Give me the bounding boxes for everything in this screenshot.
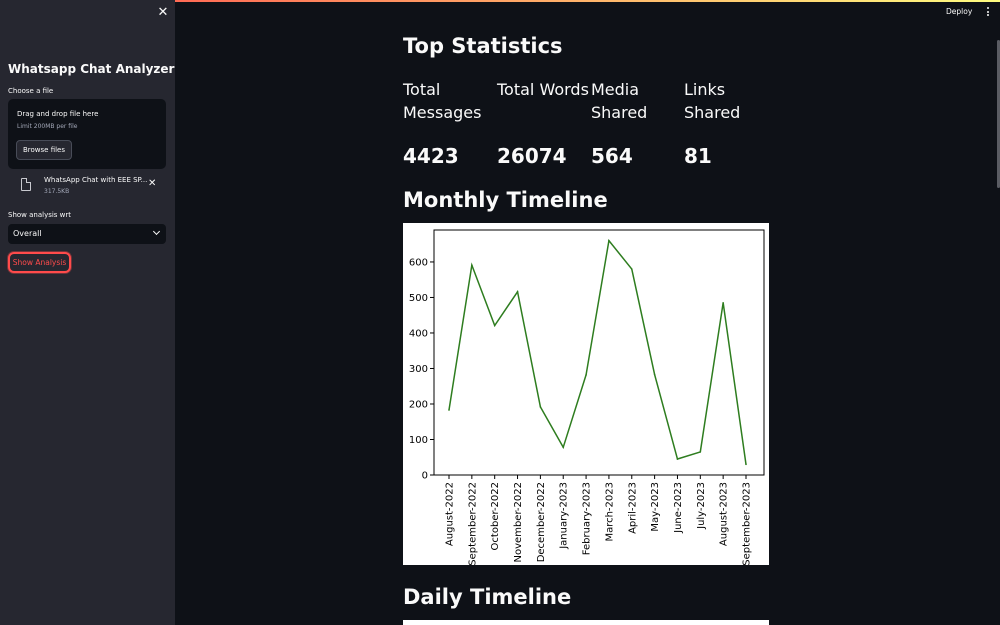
top-statistics-heading: Top Statistics (403, 34, 563, 58)
data-point (608, 239, 610, 242)
y-tick-label: 600 (409, 257, 428, 268)
dropzone-limit: Limit 200MB per file (17, 123, 78, 130)
stat-links-shared: Links Shared 81 (684, 78, 776, 168)
stat-total-messages: Total Messages 4423 (403, 78, 495, 168)
y-tick-label: 100 (409, 435, 428, 446)
monthly-timeline-chart: 0 100 200 300 400 500 600 August-2022 September-… (403, 223, 769, 566)
data-point (539, 406, 542, 408)
analysis-select-label: Show analysis wrt (8, 211, 72, 219)
data-point (516, 290, 519, 293)
stat-media-shared: Media Shared 564 (591, 78, 683, 168)
scrollbar[interactable] (997, 40, 1000, 188)
stat-value: 564 (591, 144, 633, 168)
monthly-timeline-heading: Monthly Timeline (403, 188, 608, 212)
browse-files-button[interactable]: Browse files (16, 140, 72, 160)
x-tick-label: March-2023 (604, 482, 615, 542)
chevron-down-icon (152, 227, 161, 236)
file-icon (21, 178, 31, 191)
data-point (562, 446, 565, 449)
x-tick-label: September-2022 (467, 482, 478, 565)
x-tick-label: April-2023 (627, 482, 638, 534)
x-tick-label: May-2023 (650, 482, 661, 532)
analysis-select[interactable]: Overall (8, 224, 166, 244)
x-tick-label: August-2023 (719, 482, 730, 546)
x-tick-label: November-2022 (513, 482, 524, 562)
top-decoration-bar (0, 0, 1000, 2)
stat-label: Media Shared (591, 80, 648, 122)
x-tick-label: February-2023 (582, 482, 593, 555)
stat-label: Total Words (497, 80, 589, 99)
data-point (448, 409, 450, 411)
data-point (630, 268, 633, 270)
more-vertical-icon[interactable] (984, 6, 992, 18)
stat-value: 4423 (403, 144, 459, 168)
data-point (676, 458, 679, 460)
y-tick-label: 500 (409, 293, 428, 304)
x-tick-label: July-2023 (696, 482, 707, 530)
y-tick-label: 300 (409, 364, 428, 375)
plot-frame (433, 229, 765, 476)
data-point (722, 301, 724, 304)
x-tick-label: August-2022 (445, 482, 456, 546)
data-point (745, 463, 747, 466)
data-point (653, 373, 656, 376)
x-tick-label: September-2023 (742, 482, 753, 565)
file-dropzone[interactable]: Drag and drop file here Limit 200MB per … (8, 99, 166, 169)
dropzone-title: Drag and drop file here (17, 110, 99, 118)
app-title: Whatsapp Chat Analyzer (8, 62, 175, 76)
monthly-timeline-svg: 0 100 200 300 400 500 600 August-2022 September-… (409, 229, 765, 566)
stat-label: Total Messages (403, 80, 482, 122)
data-point (585, 374, 587, 376)
data-point (471, 264, 473, 266)
y-tick-label: 400 (409, 328, 428, 339)
remove-file-icon[interactable]: ✕ (148, 178, 157, 189)
uploaded-file: WhatsApp Chat with EEE SP... 317.5KB ✕ (8, 173, 166, 199)
x-tick-label: December-2022 (536, 482, 547, 562)
stat-value: 81 (684, 144, 712, 168)
uploaded-file-size: 317.5KB (44, 188, 70, 195)
daily-timeline-chart (403, 620, 769, 625)
data-point (493, 324, 496, 327)
x-tick-label: January-2023 (559, 482, 570, 550)
analysis-select-value: Overall (13, 229, 42, 238)
data-point (699, 451, 702, 453)
show-analysis-button[interactable]: Show Analysis (8, 252, 71, 273)
y-tick-label: 200 (409, 399, 428, 410)
uploaded-file-name: WhatsApp Chat with EEE SP... (44, 176, 148, 184)
stat-label: Links Shared (684, 80, 741, 122)
file-uploader-label: Choose a file (8, 87, 54, 95)
stat-value: 26074 (497, 144, 567, 168)
sidebar: ✕ Whatsapp Chat Analyzer Choose a file D… (0, 0, 175, 625)
close-icon[interactable]: ✕ (157, 5, 169, 20)
stat-total-words: Total Words 26074 (497, 78, 589, 168)
x-tick-label: June-2023 (673, 482, 684, 534)
series-line (448, 238, 747, 465)
y-tick-label: 0 (422, 471, 428, 482)
daily-timeline-heading: Daily Timeline (403, 585, 572, 609)
deploy-button[interactable]: Deploy (946, 7, 973, 16)
x-tick-label: October-2022 (490, 482, 501, 550)
